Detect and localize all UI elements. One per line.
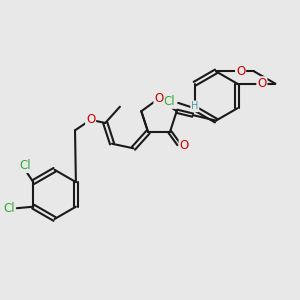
- Text: Cl: Cl: [164, 95, 175, 108]
- Text: Cl: Cl: [19, 159, 31, 172]
- Text: O: O: [257, 77, 266, 90]
- Text: O: O: [154, 92, 164, 105]
- Text: O: O: [86, 113, 95, 126]
- Text: O: O: [179, 139, 189, 152]
- Text: Cl: Cl: [3, 202, 14, 215]
- Text: H: H: [191, 101, 199, 111]
- Text: O: O: [236, 65, 245, 78]
